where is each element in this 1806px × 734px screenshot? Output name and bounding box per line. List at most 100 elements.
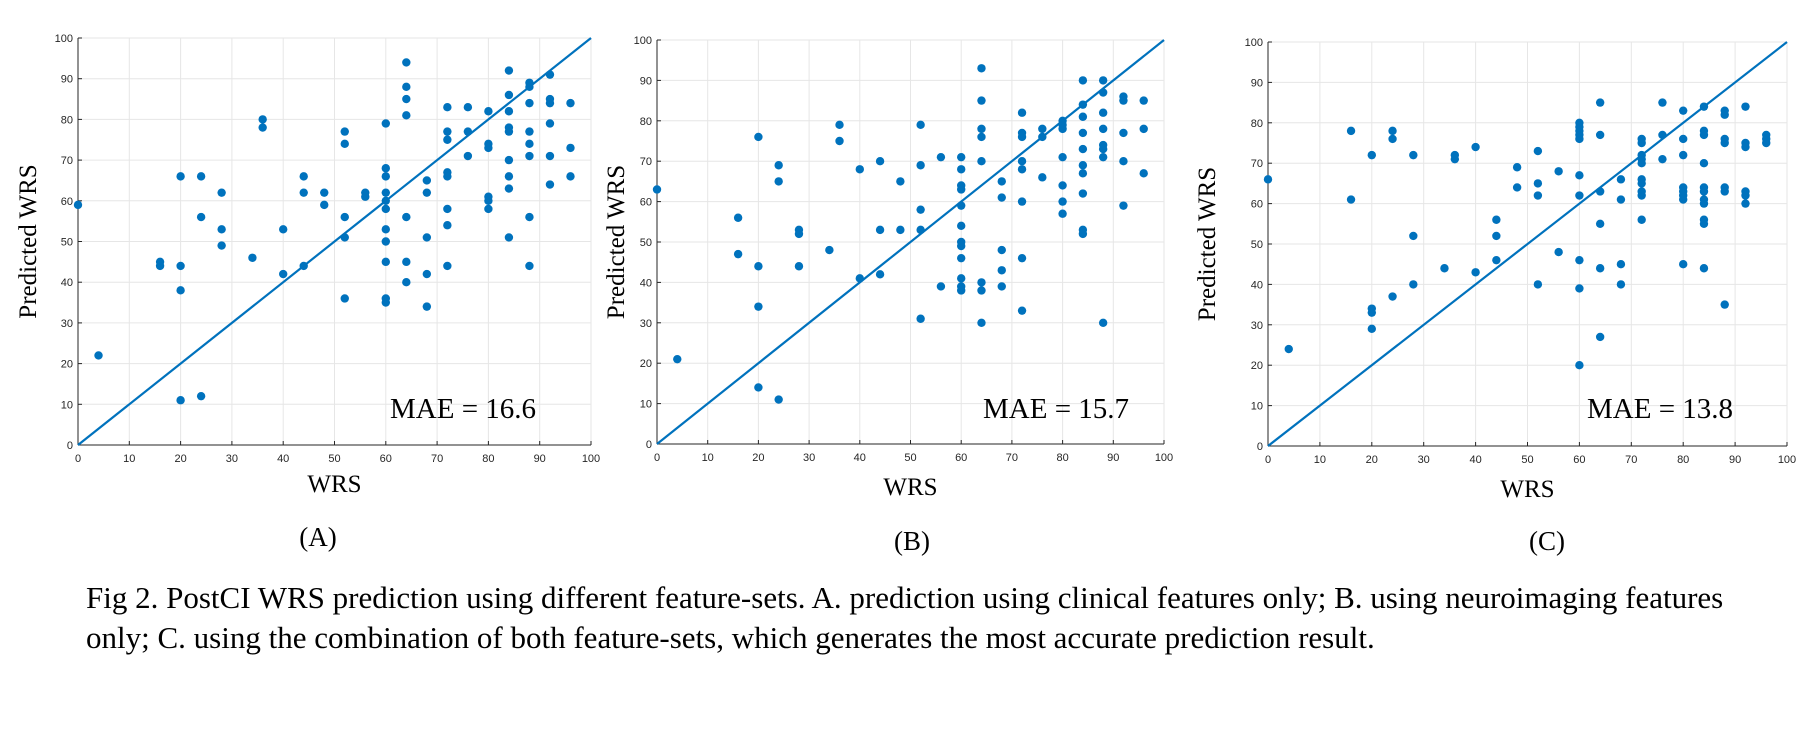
data-point [1058,152,1067,162]
data-point [381,237,390,246]
data-point [774,177,783,186]
data-point [1017,253,1027,263]
y-tick-label: 80 [1251,118,1263,130]
data-point [957,185,966,194]
data-point [155,261,165,271]
data-point [1679,134,1688,144]
data-point [1575,255,1584,265]
data-point [1078,100,1088,109]
x-tick-label: 80 [1056,452,1068,464]
mae-annotation: MAE = 13.8 [1587,393,1733,425]
data-point [402,278,411,287]
y-tick-label: 80 [61,114,73,126]
data-point [1616,260,1626,269]
data-point [1471,268,1480,277]
data-point [1699,130,1709,140]
data-point [381,257,390,267]
data-point [422,188,432,197]
data-point [1098,318,1108,327]
data-point [1098,76,1108,85]
data-point [1078,112,1088,121]
data-point [1741,142,1750,152]
data-point [896,177,905,186]
data-point [1679,260,1688,269]
data-point [1762,138,1771,148]
data-point [1595,264,1605,273]
y-axis-label: Predicted WRS [15,164,42,318]
data-point [1741,199,1750,208]
data-point [977,132,986,142]
data-point [997,177,1006,186]
x-tick-label: 50 [328,453,340,465]
data-point [855,274,864,283]
y-tick-label: 10 [1251,401,1263,413]
data-point [1575,191,1584,200]
data-point [1720,110,1729,119]
data-point [1637,215,1646,224]
data-point [835,120,844,130]
data-point [196,172,206,181]
x-axis-label: WRS [307,471,361,498]
x-tick-label: 10 [702,452,714,464]
data-point [1533,280,1543,289]
y-tick-label: 30 [640,318,652,330]
y-tick-label: 20 [640,358,652,370]
x-tick-label: 10 [1314,454,1326,466]
data-point [1699,199,1709,208]
data-point [504,127,514,136]
identity-line [1267,41,1788,447]
data-point [1595,98,1605,107]
data-point [896,225,905,235]
scatter-chart-a: 0 10 20 30 40 50 60 70 80 90 100010203040506070809… [15,33,1796,556]
y-tick-label: 90 [61,74,73,86]
y-tick-label: 0 [1257,441,1263,453]
y-tick-label: 40 [1251,279,1263,291]
data-point [977,64,986,73]
data-point [754,262,763,271]
data-point [1098,88,1108,97]
data-point [340,127,349,136]
y-tick-label: 0 [67,440,73,452]
data-point [1616,280,1626,289]
data-point [504,172,514,181]
data-point [1017,197,1027,206]
mae-annotation: MAE = 16.6 [390,393,536,425]
data-point [1098,144,1108,154]
data-point [1679,195,1688,204]
data-point [1017,165,1027,174]
x-tick-label: 20 [752,452,764,464]
data-point [443,172,452,181]
data-point [1699,187,1709,196]
data-point [957,152,966,162]
x-tick-label: 30 [803,452,815,464]
x-tick-label: 30 [226,453,238,465]
data-point [1554,247,1563,257]
data-point [1263,175,1273,184]
data-point [916,120,925,130]
x-tick-label: 60 [380,453,392,465]
y-tick-label: 60 [61,196,73,208]
data-point [1284,344,1293,354]
data-point [1720,138,1729,148]
data-point [279,269,288,279]
data-point [1367,308,1377,317]
data-point [977,157,986,166]
data-point [176,396,185,405]
data-point [402,82,411,92]
data-point [1595,219,1605,228]
x-tick-label: 100 [1155,452,1173,464]
data-point [916,205,925,214]
data-point [381,204,390,214]
data-point [997,266,1006,275]
data-point [733,213,743,222]
x-tick-label: 100 [582,453,600,465]
x-tick-label: 0 [654,452,660,464]
data-point [402,212,411,222]
x-tick-label: 90 [1729,454,1741,466]
data-point [443,127,452,136]
data-point [1078,169,1088,178]
data-point [1699,264,1709,273]
data-point [525,98,534,108]
data-point [176,286,185,295]
data-point [1637,138,1646,148]
